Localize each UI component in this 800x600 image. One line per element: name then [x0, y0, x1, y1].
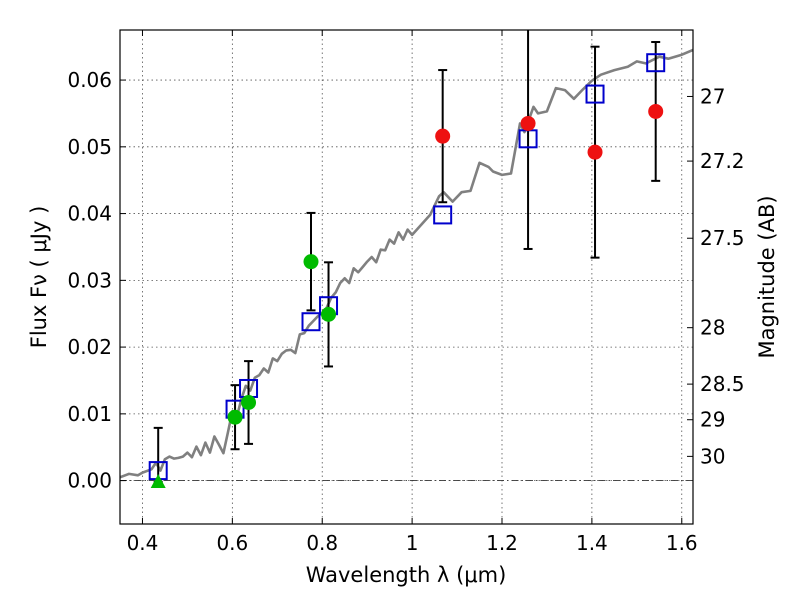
green-data-point — [321, 306, 337, 322]
y-tick-label: 0.02 — [67, 335, 112, 359]
magnitude-axis-ticks: 27 27.2 27.5 28 28.5 29 30 — [687, 84, 745, 468]
green-data-point — [227, 409, 243, 425]
magnitude-tick-label: 28 — [700, 316, 725, 340]
y-tick-label: 0.01 — [67, 402, 112, 426]
model-flux-square — [301, 312, 321, 332]
x-axis-ticks: 0.4 0.6 0.8 1 1.2 1.4 1.6 — [127, 30, 698, 555]
y-axis-title: Flux Fν ( μJy ) — [27, 206, 51, 349]
red-data-point — [520, 115, 536, 131]
y-tick-label: 0.05 — [67, 135, 112, 159]
x-tick-label: 0.6 — [216, 531, 248, 555]
upper-limit-triangle — [150, 473, 166, 488]
magnitude-axis-title: Magnitude (AB) — [755, 195, 779, 358]
red-data-point — [648, 103, 664, 119]
x-tick-label: 0.8 — [306, 531, 338, 555]
plot-area — [120, 30, 693, 488]
x-axis-title: Wavelength λ (μm) — [306, 563, 507, 587]
y-tick-label: 0.04 — [67, 202, 112, 226]
y-axis-ticks: 0.00 0.01 0.02 0.03 0.04 0.05 0.06 — [67, 68, 126, 493]
y-tick-label: 0.06 — [67, 68, 112, 92]
model-flux-square — [646, 53, 666, 73]
plot-frame — [119, 29, 694, 525]
x-tick-label: 1.2 — [486, 531, 518, 555]
magnitude-tick-label: 27.2 — [700, 149, 745, 173]
x-tick-label: 1.6 — [666, 531, 698, 555]
x-tick-label: 1 — [406, 531, 419, 555]
y-tick-label: 0.03 — [67, 268, 112, 292]
red-data-point — [587, 144, 603, 160]
y-tick-label: 0.00 — [67, 469, 112, 493]
magnitude-tick-label: 28.5 — [700, 372, 745, 396]
model-flux-square — [585, 84, 605, 104]
magnitude-tick-label: 29 — [700, 408, 725, 432]
green-data-point — [241, 395, 257, 411]
green-data-point — [303, 254, 319, 270]
photometry-points — [150, 103, 664, 488]
magnitude-tick-label: 27 — [700, 84, 725, 108]
grid-lines — [120, 30, 693, 524]
magnitude-tick-label: 30 — [700, 444, 725, 468]
x-tick-label: 0.4 — [127, 531, 159, 555]
model-flux-square — [433, 205, 453, 225]
magnitude-tick-label: 27.5 — [700, 226, 745, 250]
model-spectrum-line — [120, 48, 693, 479]
x-tick-label: 1.4 — [576, 531, 608, 555]
red-data-point — [435, 128, 451, 144]
